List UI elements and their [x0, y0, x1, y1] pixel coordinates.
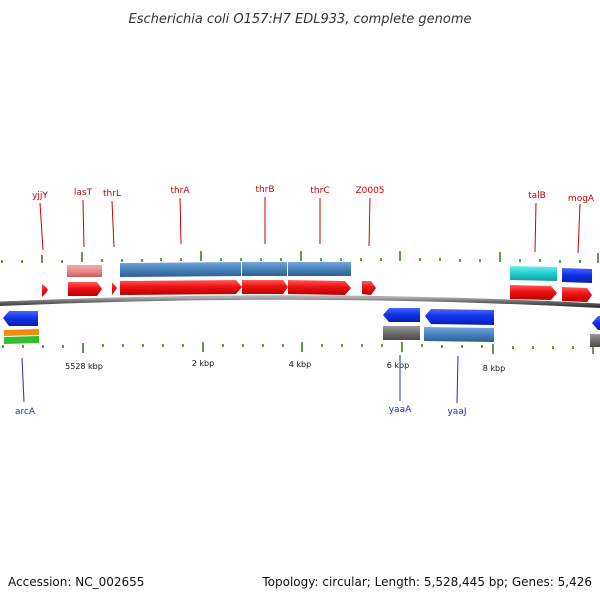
gene-bar-yaaJ[interactable]: [424, 327, 494, 342]
cds-arrow-thrA[interactable]: [120, 280, 242, 295]
cds-arrow-yaaJ[interactable]: [425, 309, 494, 325]
cds-arrow-yaaA[interactable]: [383, 308, 420, 322]
gene-label-thrL[interactable]: thrL: [103, 189, 121, 199]
labels-bottom: arcA yaaA yaaJ: [15, 405, 467, 417]
labels-top: yjjY lasT thrL thrA thrB thrC Z0005 talB…: [32, 185, 595, 204]
gene-bar-thrC[interactable]: [288, 262, 351, 276]
cds-arrow-lasT[interactable]: [68, 282, 102, 296]
gene-bar-edge-right[interactable]: [590, 334, 600, 347]
gene-bars-forward: [67, 262, 592, 283]
cds-arrow-talB[interactable]: [510, 285, 557, 300]
gene-bar-talB[interactable]: [510, 266, 557, 281]
gene-bar-arcA-orange[interactable]: [4, 329, 39, 336]
accession-text: Accession: NC_002655: [8, 575, 144, 589]
scale-label: 8 kbp: [483, 364, 505, 373]
scale-labels: 5528 kbp 2 kbp 4 kbp 6 kbp 8 kbp: [65, 359, 505, 373]
cds-reverse: [3, 308, 600, 347]
leaders-bottom: [21, 355, 459, 404]
gene-label-mogA[interactable]: mogA: [568, 194, 595, 204]
cds-arrow-arcA[interactable]: [3, 311, 38, 326]
gene-bar-thrB[interactable]: [242, 262, 287, 276]
gene-label-yjjY[interactable]: yjjY: [32, 191, 48, 201]
gene-bar-thrA[interactable]: [120, 262, 241, 277]
tick-row-bottom: [2, 342, 594, 354]
gene-label-yaaJ[interactable]: yaaJ: [447, 407, 466, 417]
scale-label: 4 kbp: [289, 360, 311, 369]
cds-arrow-Z0005[interactable]: [362, 281, 376, 295]
scale-label: 5528 kbp: [65, 362, 103, 371]
gene-bar-lasT[interactable]: [67, 265, 102, 277]
gene-bar-mogA[interactable]: [562, 268, 592, 283]
gene-label-thrC[interactable]: thrC: [310, 186, 329, 196]
cds-arrow-thrC[interactable]: [288, 280, 351, 295]
map-title: Escherichia coli O157:H7 EDL933, complet…: [129, 12, 472, 27]
gene-bar-arcA-green[interactable]: [4, 336, 39, 344]
cds-arrow-yjjY[interactable]: [42, 284, 48, 297]
leaders-top: [39, 197, 581, 254]
cds-forward: [42, 280, 592, 302]
gene-label-yaaA[interactable]: yaaA: [389, 405, 412, 415]
gene-label-thrB[interactable]: thrB: [255, 185, 274, 195]
cds-arrow-mogA[interactable]: [562, 287, 592, 302]
cds-arrow-thrB[interactable]: [242, 280, 288, 294]
gene-label-lasT[interactable]: lasT: [74, 188, 93, 198]
gene-label-Z0005[interactable]: Z0005: [355, 186, 384, 196]
cds-arrow-thrL[interactable]: [112, 282, 117, 295]
gene-label-talB[interactable]: talB: [528, 191, 546, 201]
tick-row-top: [1, 251, 599, 263]
genome-summary-text: Topology: circular; Length: 5,528,445 bp…: [261, 575, 592, 589]
genome-backbone: [0, 295, 600, 308]
cds-arrow-edge-right[interactable]: [592, 316, 600, 330]
scale-label: 6 kbp: [387, 361, 409, 370]
scale-label: 2 kbp: [192, 359, 214, 368]
gene-bar-yaaA[interactable]: [383, 326, 420, 340]
gene-label-thrA[interactable]: thrA: [170, 186, 190, 196]
gene-label-arcA[interactable]: arcA: [15, 407, 36, 417]
